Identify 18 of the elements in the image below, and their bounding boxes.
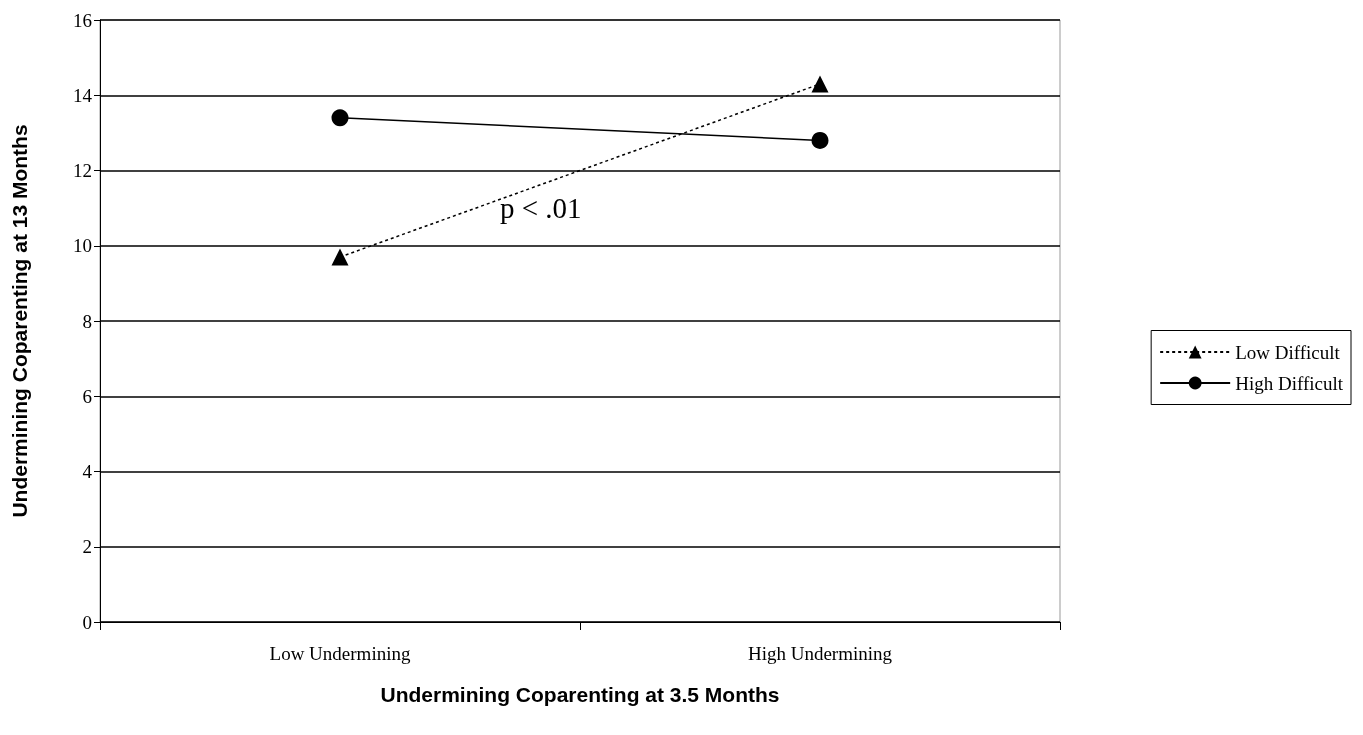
point <box>331 109 349 127</box>
x-axis-title: Undermining Coparenting at 3.5 Months <box>380 683 780 706</box>
y-tick-label: 10 <box>73 235 92 257</box>
y-axis-title: Undermining Coparenting at 13 Months <box>8 124 31 518</box>
y-tick-label: 14 <box>73 84 93 106</box>
y-tick-label: 4 <box>82 461 93 482</box>
y-tick-label: 16 <box>73 9 92 31</box>
annotation: p < .01 <box>500 191 582 224</box>
y-tick-label: 0 <box>82 611 92 633</box>
legend-label: Low Difficult <box>1235 341 1341 363</box>
y-tick-label: 6 <box>82 385 92 407</box>
legend-label: High Difficult <box>1235 372 1344 394</box>
y-tick-label: 2 <box>82 536 92 558</box>
x-tick-label: High Undermining <box>747 643 893 664</box>
y-tick-label: 8 <box>82 310 92 332</box>
point <box>811 131 829 149</box>
y-tick-label: 12 <box>73 160 92 181</box>
x-tick-label: Low Undermining <box>269 643 411 664</box>
